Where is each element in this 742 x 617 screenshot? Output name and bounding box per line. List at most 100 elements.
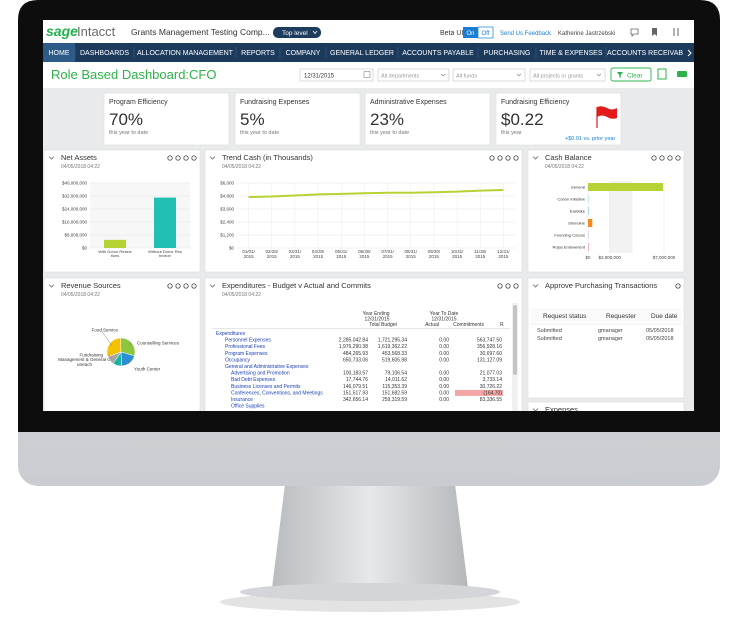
nav-item[interactable]: PURCHASING <box>484 50 531 57</box>
cell-value: 0.00 <box>439 390 449 396</box>
widget-action-icon[interactable] <box>667 155 673 161</box>
x-tick-label-box: 03/31/2015 <box>288 250 302 259</box>
nav-item[interactable]: ACCOUNTS RECEIVAB <box>607 50 683 57</box>
x-tick-label: Without Donor Restriction <box>148 250 182 259</box>
nav-item[interactable]: HOME <box>49 50 70 57</box>
widget-action-icon[interactable] <box>513 155 519 161</box>
filter-select[interactable] <box>529 68 606 82</box>
nav-item[interactable]: GENERAL LEDGER <box>330 50 394 57</box>
nav-item[interactable]: DASHBOARDS <box>80 50 129 57</box>
filter-label: All funds <box>456 74 477 80</box>
scrollbar-thumb[interactable] <box>513 305 517 375</box>
bookmark-icon[interactable] <box>652 28 657 36</box>
column-header: Actual <box>425 322 439 328</box>
row-label[interactable]: Conferences, Conventions, and Meetings <box>231 390 323 396</box>
toggle-on[interactable] <box>463 27 478 38</box>
cell-value: 3,733.14 <box>483 377 503 383</box>
widget-action-icon[interactable] <box>191 283 197 289</box>
widget-date: 04/05/2018 04:22 <box>222 164 261 170</box>
cell-value: 0.00 <box>439 357 449 363</box>
nav-item[interactable]: ACCOUNTS PAYABLE <box>402 50 474 57</box>
date-input[interactable] <box>299 68 374 82</box>
negative-highlight <box>455 389 503 396</box>
widget-action-icon[interactable] <box>175 155 181 161</box>
row-label[interactable]: Advertising and Promotion <box>231 371 290 377</box>
row-label[interactable]: Personnel Expenses <box>225 338 271 344</box>
widget-title: Approve Purchasing Transactions <box>545 281 657 290</box>
kpi-period: this year <box>501 130 522 136</box>
row-label[interactable]: Bad Debt Expenses <box>231 377 276 383</box>
row-label[interactable]: Office Supplies <box>231 404 265 410</box>
slice-label: Fundraising <box>79 353 103 358</box>
nav-more[interactable] <box>687 49 692 57</box>
widget-action-icon[interactable] <box>183 283 189 289</box>
widget-action-icon[interactable] <box>175 283 181 289</box>
export-icon[interactable] <box>657 68 667 80</box>
plot-band <box>609 181 633 253</box>
row-label[interactable]: Business Licenses and Permits <box>231 384 301 390</box>
cell-value: 1,619,362.22 <box>378 344 407 350</box>
row-label[interactable]: Expenditures <box>216 331 246 337</box>
widget-action-icon[interactable] <box>675 155 681 161</box>
widget-action-icon[interactable] <box>513 283 519 289</box>
x-tick-label: 09/30/2015 <box>427 250 441 259</box>
feedback-link[interactable]: Send Us Feedback <box>500 31 552 37</box>
kpi-label: Fundraising Expenses <box>240 99 310 106</box>
widget-action-icon[interactable] <box>167 155 173 161</box>
kpi-label: Program Efficiency <box>109 99 168 106</box>
bar <box>104 239 126 248</box>
row-label[interactable]: Occupancy <box>225 357 251 363</box>
widget-action-icon[interactable] <box>497 283 503 289</box>
chat-icon[interactable] <box>630 28 639 37</box>
widget-action-icon[interactable] <box>505 283 511 289</box>
row-label[interactable]: Professional Fees <box>225 344 266 350</box>
entity-pill[interactable] <box>273 27 321 38</box>
collapse-chevron[interactable] <box>48 156 55 160</box>
column-header: Year To Date <box>430 311 459 317</box>
widget-action-icon[interactable] <box>183 155 189 161</box>
row-label[interactable]: Program Expenses <box>225 351 268 357</box>
collapse-chevron[interactable] <box>532 408 539 412</box>
collapse-chevron[interactable] <box>532 284 539 288</box>
row-label[interactable]: Insurance <box>231 397 253 403</box>
nav-item[interactable]: REPORTS <box>241 50 275 57</box>
widget-action-icon[interactable] <box>489 155 495 161</box>
toggle-off[interactable] <box>477 26 494 39</box>
widget-action-icon[interactable] <box>497 155 503 161</box>
widget-action-icon[interactable] <box>191 155 197 161</box>
column-header: 12/31/2015 <box>431 317 456 323</box>
widget-action-icon[interactable] <box>167 283 173 289</box>
filter-select[interactable] <box>452 68 526 82</box>
row-label[interactable]: General and Administrative Expenses <box>225 364 309 370</box>
print-icon[interactable] <box>677 71 687 77</box>
clear-button[interactable] <box>610 67 652 82</box>
widget-action-icon[interactable] <box>651 155 657 161</box>
help-icon[interactable] <box>673 28 679 36</box>
collapse-chevron[interactable] <box>209 284 216 288</box>
cell-value: 0.00 <box>439 384 449 390</box>
nav-item[interactable]: TIME & EXPENSES <box>539 50 602 57</box>
x-tick-label: 05/31/2015 <box>334 250 348 259</box>
column-header: Total Budget <box>369 322 397 328</box>
collapse-chevron[interactable] <box>532 156 539 160</box>
pie-slice <box>107 351 122 364</box>
y-tick-label: Eastlake <box>570 209 586 214</box>
cell: 05/05/2018 <box>646 328 674 334</box>
widget-action-icon[interactable] <box>675 283 681 289</box>
nav-item[interactable]: ALLOCATION MANAGEMENT <box>137 50 234 57</box>
cell-value: 650,733.06 <box>343 357 368 363</box>
collapse-chevron[interactable] <box>209 156 216 160</box>
widget-date: 04/05/2018 04:22 <box>61 164 100 170</box>
x-tick-label-box: 11/30/2015 <box>474 250 486 259</box>
y-tick-label: Cobon Initiative <box>557 197 585 202</box>
kpi-label: Administrative Expenses <box>370 99 447 106</box>
x-tick-label: 03/31/2015 <box>288 250 302 259</box>
kpi-period: this year to date <box>109 130 148 136</box>
collapse-chevron[interactable] <box>48 284 55 288</box>
y-tick-label: Shoreline <box>568 221 586 226</box>
widget-action-icon[interactable] <box>659 155 665 161</box>
nav-item[interactable]: COMPANY <box>286 50 321 57</box>
filter-select[interactable] <box>377 68 450 82</box>
widget-action-icon[interactable] <box>505 155 511 161</box>
